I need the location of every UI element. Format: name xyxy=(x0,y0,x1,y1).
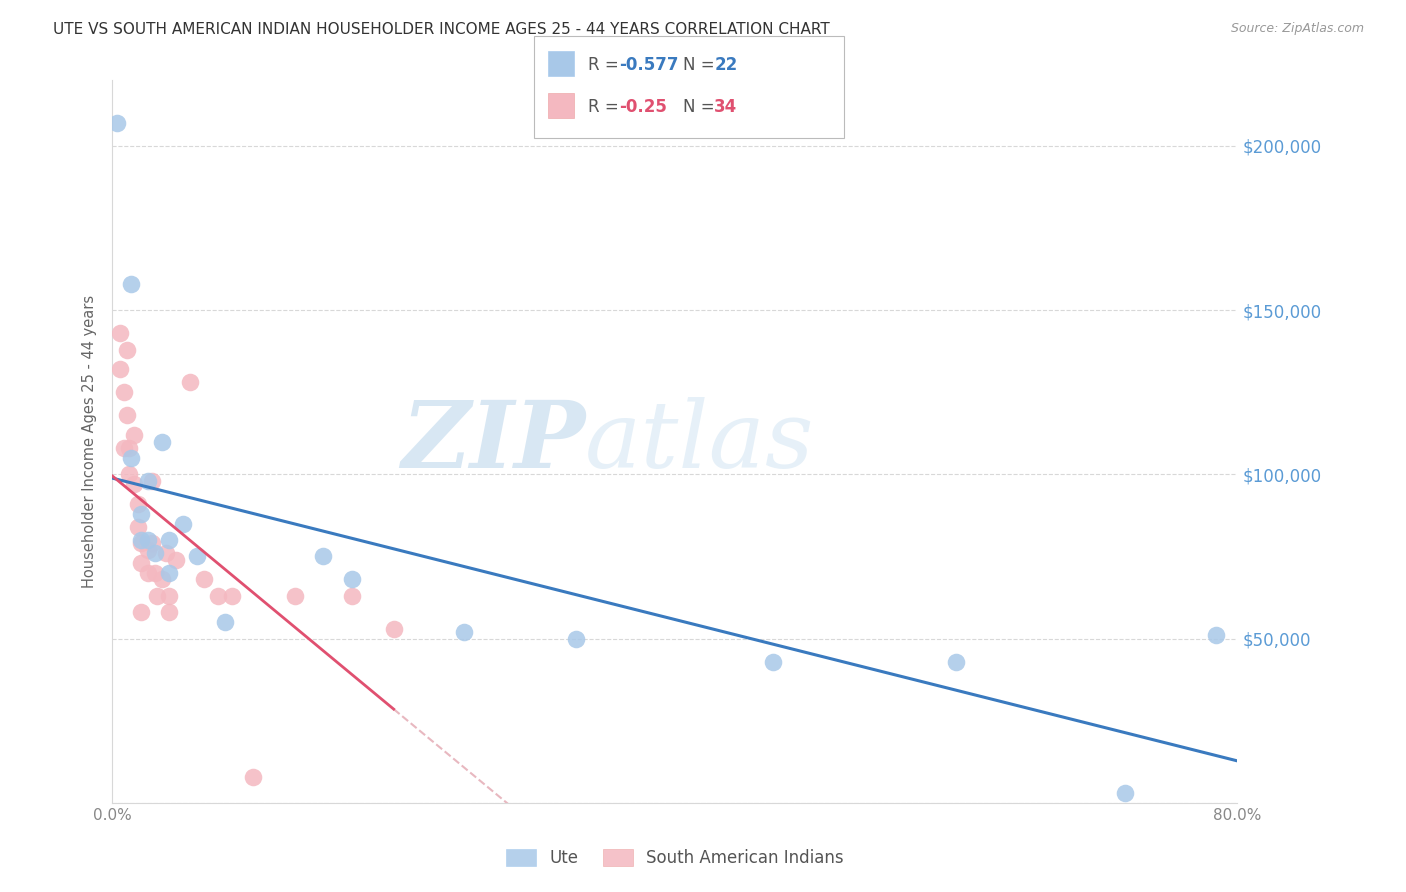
Point xyxy=(150,434,173,449)
Point xyxy=(108,326,131,341)
Point xyxy=(762,655,785,669)
Point xyxy=(179,376,201,390)
Point xyxy=(129,507,152,521)
Point xyxy=(242,770,264,784)
Point xyxy=(157,566,180,580)
Point xyxy=(340,573,363,587)
Point xyxy=(129,556,152,570)
Point xyxy=(157,589,180,603)
Point xyxy=(143,546,166,560)
Point xyxy=(136,542,159,557)
Point xyxy=(108,362,131,376)
Point xyxy=(340,589,363,603)
Point xyxy=(165,553,187,567)
Text: R =: R = xyxy=(588,98,624,116)
Point xyxy=(565,632,588,646)
Point xyxy=(155,546,177,560)
Point xyxy=(136,566,159,580)
Point xyxy=(150,573,173,587)
Point xyxy=(127,520,149,534)
Text: atlas: atlas xyxy=(585,397,814,486)
Point xyxy=(157,605,180,619)
Point xyxy=(115,343,138,357)
Point xyxy=(214,615,236,630)
Point xyxy=(312,549,335,564)
Y-axis label: Householder Income Ages 25 - 44 years: Householder Income Ages 25 - 44 years xyxy=(82,295,97,588)
Point xyxy=(284,589,307,603)
Point xyxy=(146,589,169,603)
Text: 34: 34 xyxy=(714,98,738,116)
Point xyxy=(172,516,194,531)
Point xyxy=(1205,628,1227,642)
Text: UTE VS SOUTH AMERICAN INDIAN HOUSEHOLDER INCOME AGES 25 - 44 YEARS CORRELATION C: UTE VS SOUTH AMERICAN INDIAN HOUSEHOLDER… xyxy=(53,22,830,37)
Point xyxy=(141,474,163,488)
Text: 22: 22 xyxy=(714,56,738,74)
Legend: Ute, South American Indians: Ute, South American Indians xyxy=(499,842,851,874)
Point xyxy=(118,467,141,482)
Text: -0.25: -0.25 xyxy=(619,98,666,116)
Point xyxy=(129,536,152,550)
Point xyxy=(115,409,138,423)
Point xyxy=(157,533,180,547)
Point xyxy=(112,385,135,400)
Text: Source: ZipAtlas.com: Source: ZipAtlas.com xyxy=(1230,22,1364,36)
Point xyxy=(186,549,208,564)
Point xyxy=(120,277,142,291)
Point xyxy=(945,655,967,669)
Point xyxy=(112,441,135,455)
Point xyxy=(143,566,166,580)
Text: N =: N = xyxy=(683,98,720,116)
Text: -0.577: -0.577 xyxy=(619,56,678,74)
Text: R =: R = xyxy=(588,56,624,74)
Text: ZIP: ZIP xyxy=(401,397,585,486)
Point xyxy=(129,533,152,547)
Point xyxy=(193,573,215,587)
Point xyxy=(122,428,145,442)
Point xyxy=(118,441,141,455)
Point xyxy=(1114,786,1136,800)
Point xyxy=(207,589,229,603)
Point xyxy=(136,474,159,488)
Point xyxy=(141,536,163,550)
Point xyxy=(221,589,243,603)
Point xyxy=(129,605,152,619)
Text: N =: N = xyxy=(683,56,720,74)
Point xyxy=(127,497,149,511)
Point xyxy=(105,116,128,130)
Point xyxy=(120,450,142,465)
Point xyxy=(453,625,475,640)
Point xyxy=(382,622,405,636)
Point xyxy=(122,477,145,491)
Point xyxy=(136,533,159,547)
